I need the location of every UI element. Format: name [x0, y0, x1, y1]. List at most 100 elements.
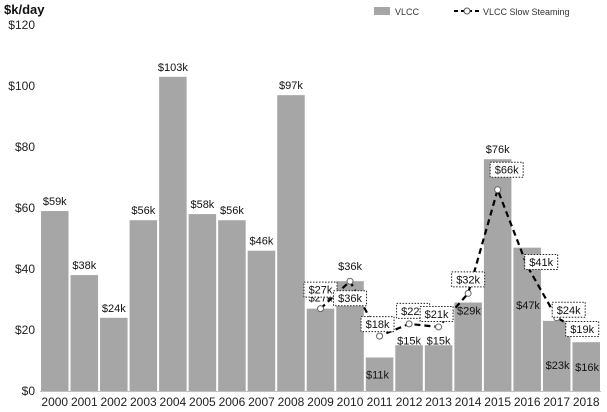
bar-2008: [277, 95, 305, 392]
y-tick-label: $120: [8, 18, 35, 32]
bar-label-2004: $103k: [158, 62, 188, 74]
slow-steaming-label-2010: $36k: [333, 290, 368, 307]
bar-2018: [572, 342, 600, 391]
bar-2016: [513, 247, 541, 391]
slow-steaming-label-box: [360, 316, 395, 333]
bar-label-2013: $15k: [427, 335, 451, 347]
slow-steaming-label-text: $32k: [456, 274, 480, 286]
slow-steaming-label-2011: $18k: [360, 316, 395, 333]
y-tick-label: $20: [15, 323, 35, 337]
y-axis-label: $k/day: [4, 2, 45, 17]
legend-swatch-vlcc: [374, 7, 390, 15]
x-tick-label: 2007: [248, 395, 275, 409]
slow-steaming-label-box: [565, 321, 600, 338]
x-tick-label: 2010: [337, 395, 364, 409]
bar-label-2015: $76k: [486, 144, 510, 156]
bar-label-2001: $38k: [72, 260, 96, 272]
x-tick-label: 2011: [367, 395, 393, 409]
slow-steaming-label-text: $22k: [401, 306, 425, 318]
bar-label-2003: $56k: [131, 205, 155, 217]
slow-steaming-label-text: $21k: [425, 309, 449, 321]
y-tick-label: $80: [15, 140, 35, 154]
x-tick-label: 2012: [396, 395, 423, 409]
x-tick-label: 2015: [484, 395, 511, 409]
slow-steaming-label-box: [451, 271, 486, 288]
bar-2012: [395, 345, 423, 391]
slow-steaming-label-2009: $27k: [303, 281, 338, 298]
slow-steaming-label-2013: $21k: [419, 305, 454, 322]
bar-label-2006: $56k: [220, 205, 244, 217]
bar-2014: [454, 302, 482, 391]
slow-steaming-point-2015: [494, 186, 502, 194]
x-tick-label: 2016: [514, 395, 541, 409]
legend-label-vlcc: VLCC: [395, 7, 420, 17]
bar-label-2016: $47k: [516, 300, 540, 312]
slow-steaming-point-2009: [317, 305, 324, 313]
slow-steaming-point-2011: [376, 332, 384, 340]
slow-steaming-label-text: $66k: [495, 165, 519, 177]
bar-label-2007: $46k: [250, 236, 274, 248]
bar-2000: [41, 211, 69, 391]
slow-steaming-label-text: $18k: [366, 319, 390, 331]
slow-steaming-label-text: $36k: [338, 293, 362, 305]
bar-label-2000: $59k: [43, 196, 67, 208]
x-tick-label: 2006: [219, 395, 246, 409]
x-tick-label: 2004: [160, 395, 187, 409]
legend: VLCC VLCC Slow Steaming: [374, 7, 570, 17]
bar-2009: [306, 308, 335, 391]
slow-steaming-label-box: [303, 281, 338, 298]
bar-label-2017: $23k: [546, 360, 570, 372]
bar-2015: [483, 159, 512, 391]
legend-marker-slow-steaming: [463, 7, 471, 15]
x-tick-label: 2017: [543, 395, 570, 409]
x-tick-label: 2003: [130, 395, 157, 409]
slow-steaming-label-2018: $19k: [565, 321, 600, 338]
bar-2006: [218, 220, 246, 391]
y-axis: $0 $20 $40 $60 $80 $100 $120: [8, 18, 35, 398]
y-tick-label: $100: [8, 79, 35, 93]
slow-steaming-label-2016: $41k: [524, 253, 559, 270]
bar-label-2002: $24k: [102, 303, 126, 315]
slow-steaming-label-box: [524, 253, 559, 270]
slow-steaming-label-box: [551, 301, 586, 318]
slow-steaming-point-2014: [464, 289, 472, 297]
slow-steaming-label-text: $41k: [529, 257, 553, 269]
slow-steaming-label-2014: $32k: [451, 271, 486, 288]
y-tick-label: $0: [22, 384, 36, 398]
bar-2005: [188, 214, 217, 391]
bar-label-2008: $97k: [279, 80, 303, 92]
x-tick-label: 2009: [307, 395, 334, 409]
slow-steaming-point-2010: [346, 277, 354, 285]
bar-2002: [100, 317, 128, 391]
bar-label-2014: $29k: [457, 306, 481, 318]
x-tick-label: 2018: [573, 395, 600, 409]
legend-label-slow-steaming: VLCC Slow Steaming: [483, 7, 570, 17]
slow-steaming-label-box: [333, 290, 368, 307]
bar-label-2005: $58k: [190, 199, 214, 211]
slow-steaming-label-2017: $24k: [551, 301, 586, 318]
bar-2011: [365, 357, 394, 391]
bars: [41, 76, 600, 392]
bar-2004: [159, 76, 187, 391]
y-tick-label: $60: [15, 201, 35, 215]
x-tick-label: 2013: [425, 395, 452, 409]
slow-steaming-label-2015: $66k: [489, 161, 524, 178]
x-axis: 2000 2001 2002 2003 2004 2005 2006 2007 2008 2009…: [41, 395, 599, 409]
bar-2007: [247, 250, 276, 391]
y-tick-label: $40: [15, 262, 35, 276]
bar-label-2018: $16k: [575, 362, 599, 374]
slow-steaming-line-path: [319, 186, 587, 338]
slow-steaming-labels: $27k $36k $18k $22k $21k $32k $66k $41k $24k $19k: [303, 161, 600, 338]
slow-steaming-label-text: $19k: [570, 324, 594, 336]
bar-2001: [70, 275, 99, 391]
slow-steaming-label-box: [419, 305, 454, 322]
slow-steaming-point-2013: [435, 323, 443, 331]
x-tick-label: 2001: [71, 395, 98, 409]
x-tick-label: 2005: [189, 395, 216, 409]
x-tick-label: 2008: [278, 395, 305, 409]
bar-2003: [129, 220, 158, 391]
bar-label-2012: $15k: [397, 335, 421, 347]
bar-2013: [424, 345, 453, 391]
slow-steaming-point-2012: [405, 320, 413, 328]
